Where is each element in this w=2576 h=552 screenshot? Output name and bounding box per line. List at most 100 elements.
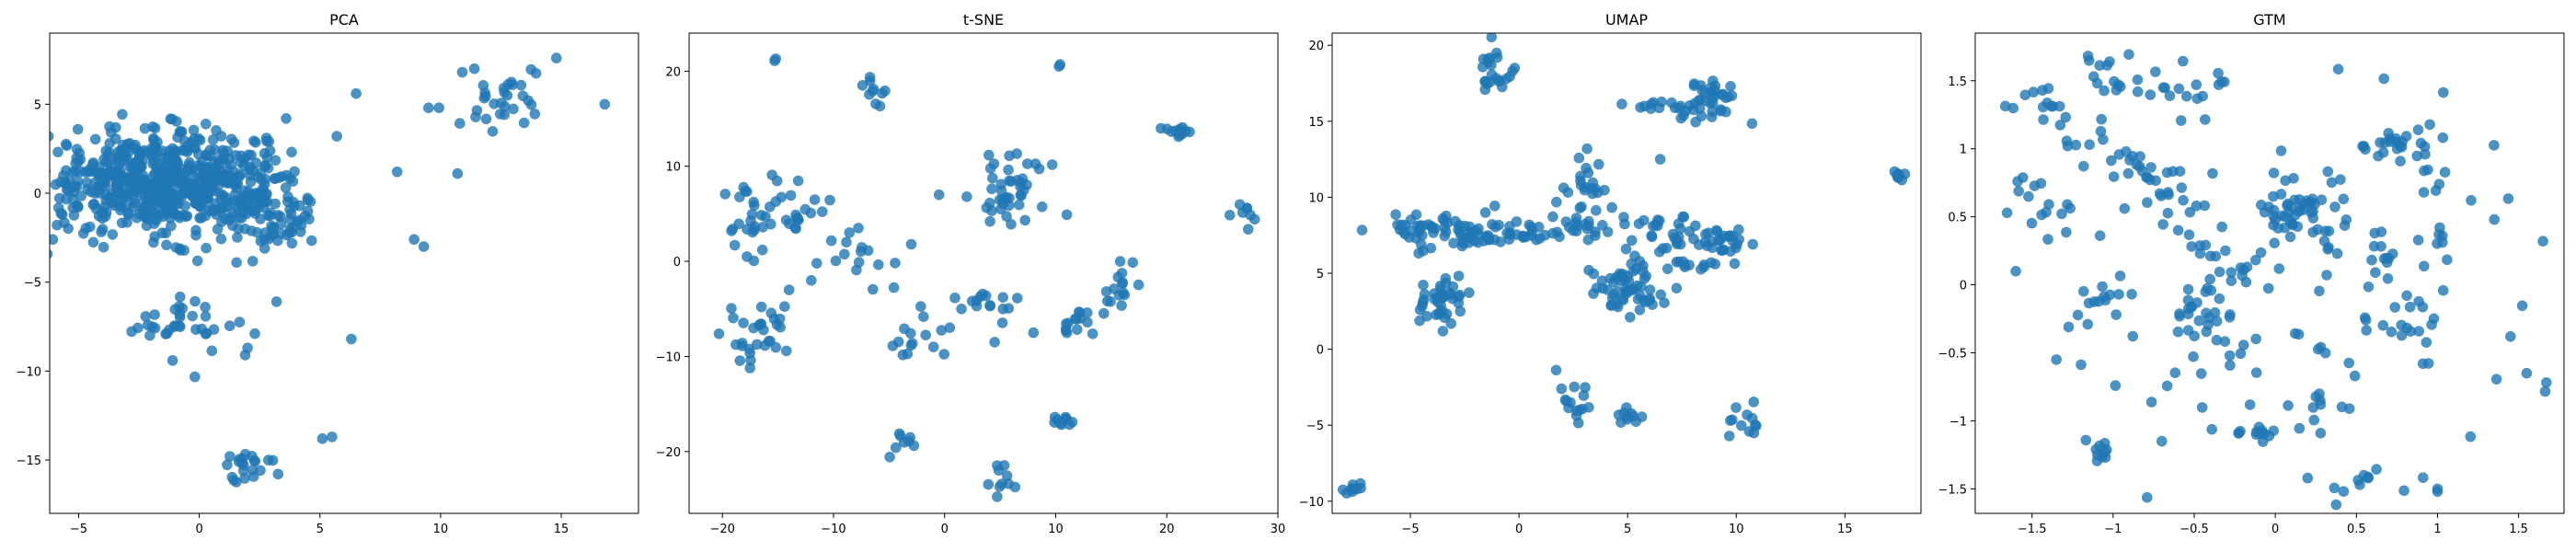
data-point (2214, 266, 2225, 278)
data-point (529, 109, 541, 120)
data-point (1606, 201, 1617, 213)
data-point (2310, 391, 2321, 403)
data-point (1644, 293, 1655, 305)
data-point (143, 190, 155, 202)
data-point (270, 155, 282, 167)
data-point (2420, 148, 2431, 160)
data-point (2349, 370, 2361, 382)
data-point (884, 452, 895, 463)
y-tick-label: 20 (1308, 40, 1324, 53)
data-point (2127, 330, 2139, 342)
data-point (1726, 90, 1738, 101)
data-point (2186, 241, 2197, 252)
data-point (2214, 293, 2225, 305)
data-point (2113, 289, 2124, 300)
data-point (1618, 212, 1629, 223)
y-tick-label: 20 (665, 65, 681, 79)
data-point (1435, 283, 1446, 295)
data-point (89, 188, 100, 199)
data-point (2219, 336, 2231, 348)
data-point (1479, 75, 1491, 87)
data-point (2028, 86, 2040, 98)
x-tick-label: −1 (2104, 523, 2122, 536)
data-point (192, 160, 204, 171)
data-point (2195, 368, 2207, 379)
data-point (2411, 150, 2423, 162)
data-point (2094, 60, 2105, 71)
data-point (1445, 289, 1456, 301)
data-point (2001, 207, 2013, 219)
data-point (890, 442, 902, 454)
data-point (1889, 166, 1901, 178)
data-point (2062, 140, 2074, 152)
data-point (302, 194, 314, 206)
y-tick-label: −5 (1306, 420, 1324, 433)
data-point (18, 171, 29, 182)
data-point (1531, 234, 1542, 246)
data-point (1116, 300, 1127, 311)
data-point (1501, 73, 1512, 85)
data-point (2422, 164, 2433, 176)
x-tick-label: 0 (941, 523, 949, 536)
data-point (2063, 321, 2075, 333)
data-point (2432, 483, 2444, 495)
data-point (433, 102, 445, 113)
data-point (1674, 100, 1686, 112)
data-point (1581, 162, 1592, 174)
data-point (194, 134, 206, 146)
data-point (131, 178, 143, 189)
data-point (2159, 82, 2170, 94)
data-point (2219, 76, 2230, 87)
data-point (1622, 285, 1634, 296)
data-point (2070, 139, 2082, 151)
data-point (2132, 74, 2144, 86)
data-point (2134, 151, 2145, 162)
data-point (1054, 418, 1066, 429)
data-point (2359, 312, 2371, 324)
y-tick-label: 5 (1317, 268, 1324, 282)
data-point (265, 207, 277, 218)
data-point (1504, 221, 1515, 232)
data-point (765, 218, 776, 230)
data-point (2191, 297, 2202, 308)
data-point (1597, 220, 1608, 231)
data-point (316, 433, 328, 444)
data-point (551, 52, 562, 63)
data-point (2154, 188, 2166, 200)
data-point (781, 345, 792, 357)
data-point (201, 242, 212, 254)
data-point (1662, 263, 1673, 275)
data-point (984, 300, 995, 312)
data-point (172, 132, 183, 144)
data-point (2026, 217, 2038, 229)
y-tick-label: 1.5 (1948, 75, 1967, 89)
data-point (1114, 256, 1126, 267)
data-point (2182, 283, 2194, 295)
data-point (2368, 240, 2380, 252)
data-point (2207, 167, 2218, 179)
panel-pca: PCA −5 0 5 10 15 −15 −10 −5 0 5 (17, 11, 639, 536)
data-point (2201, 326, 2213, 338)
data-point (2176, 182, 2188, 193)
data-point (1678, 211, 1690, 223)
data-point (225, 159, 236, 171)
data-point (1064, 419, 1075, 431)
data-point (1713, 235, 1724, 246)
data-point (2183, 229, 2195, 240)
data-point (2161, 380, 2173, 392)
data-point (2054, 100, 2065, 112)
data-point (971, 294, 983, 306)
x-tick-label: −5 (1401, 523, 1419, 536)
data-point (202, 180, 214, 192)
data-point (2413, 326, 2424, 337)
x-tick-label: 10 (1048, 523, 1064, 536)
data-point (331, 131, 342, 142)
data-point (749, 221, 761, 232)
data-point (191, 186, 203, 198)
data-point (1562, 187, 1574, 198)
data-point (1725, 246, 1736, 258)
data-point (94, 167, 106, 178)
data-point (2369, 227, 2380, 239)
data-point (996, 317, 1008, 328)
data-point (229, 195, 241, 206)
